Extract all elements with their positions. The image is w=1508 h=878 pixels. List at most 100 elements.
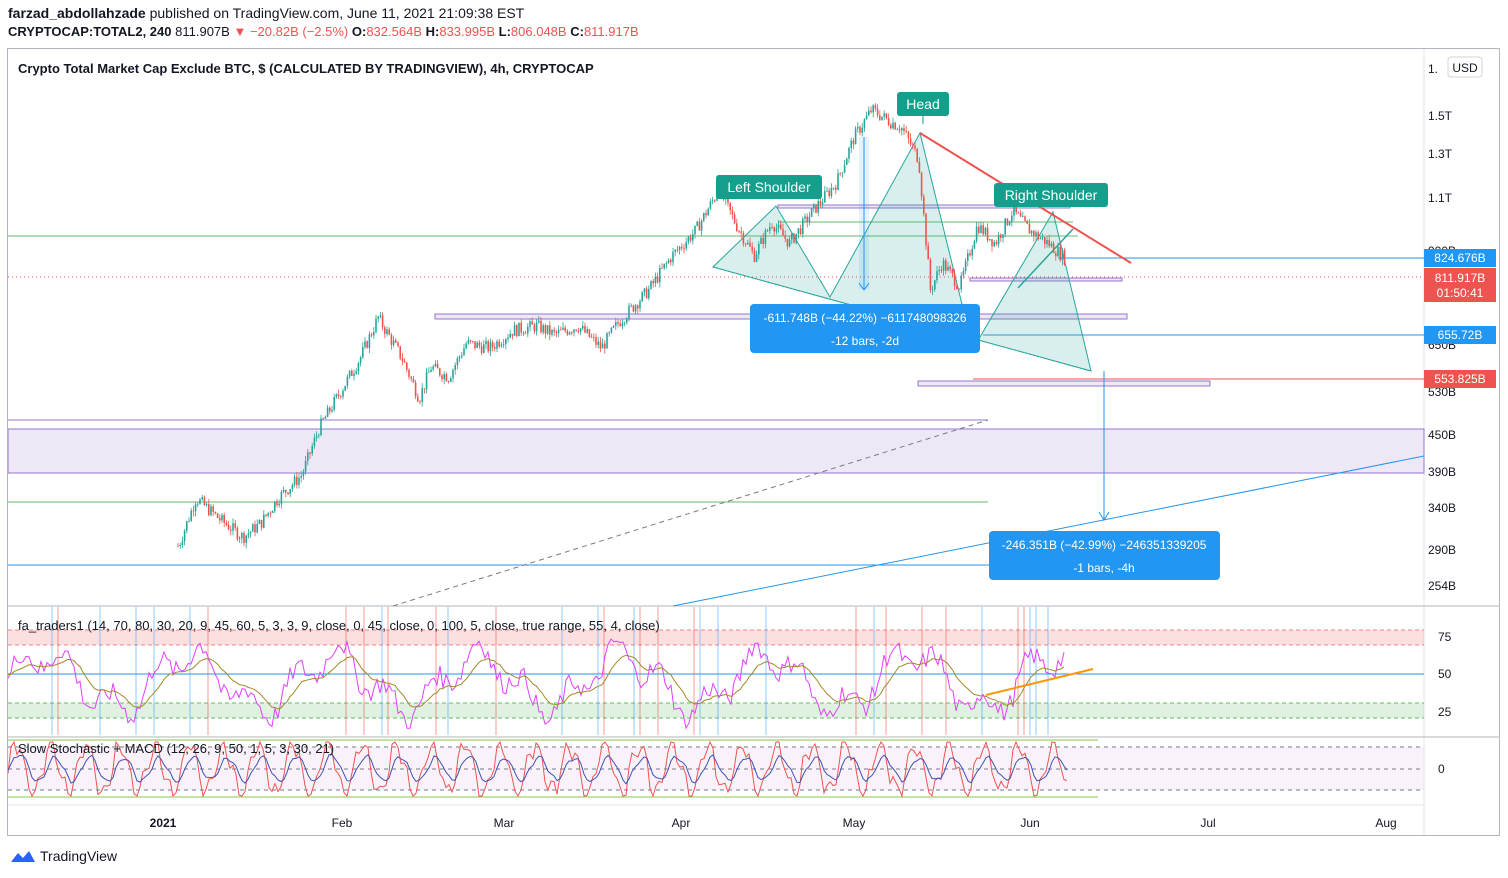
- candle-body: [263, 514, 265, 528]
- candle-body: [606, 333, 608, 349]
- price-label-text: 553.825B: [1434, 372, 1485, 386]
- candle-body: [830, 187, 833, 197]
- candle-body: [914, 145, 916, 149]
- candle-body: [276, 501, 278, 506]
- time-label: Jun: [1020, 816, 1039, 830]
- candle-body: [1011, 215, 1013, 222]
- candle-body: [771, 227, 773, 228]
- candle-body: [1015, 206, 1017, 213]
- price-candles[interactable]: [177, 103, 1066, 549]
- candle-body: [694, 225, 696, 235]
- author-name[interactable]: farzad_abdollahzade: [8, 5, 146, 21]
- candle-body: [529, 321, 531, 327]
- candle-body: [753, 250, 756, 262]
- chart-frame[interactable]: Head Left Shoulder Right Shoulder -611.7…: [7, 48, 1500, 836]
- dashed-trendline[interactable]: [392, 419, 989, 607]
- candle-body: [216, 513, 219, 518]
- ind1-title[interactable]: fa_traders1 (14, 70, 80, 30, 20, 9, 45, …: [18, 618, 660, 633]
- tradingview-logo-icon: [11, 851, 35, 862]
- ind2-tick: 0: [1438, 762, 1445, 776]
- candle-body: [331, 409, 333, 412]
- candle-body: [929, 259, 932, 291]
- candle-body: [278, 503, 280, 506]
- hs-pattern[interactable]: [712, 131, 1092, 372]
- candle-body: [447, 381, 450, 383]
- head-label[interactable]: Head: [897, 92, 949, 124]
- resistance-zone-2[interactable]: [917, 380, 1211, 387]
- candle-body: [975, 226, 978, 242]
- candle-body: [562, 327, 564, 330]
- candle-body: [322, 418, 324, 420]
- candle-body: [232, 523, 234, 531]
- candle-body: [619, 323, 621, 326]
- price-label-553: 553.825B: [1424, 370, 1496, 388]
- measure-2-box[interactable]: -246.351B (−42.99%) −246351339205 -1 bar…: [989, 531, 1220, 580]
- candle-body: [546, 325, 549, 334]
- candle-body: [879, 115, 881, 120]
- candle-body: [260, 520, 263, 528]
- candle-body: [1006, 218, 1009, 225]
- candle-body: [390, 334, 393, 345]
- candle-body: [513, 325, 516, 336]
- candle-body: [302, 471, 305, 477]
- ind2-title[interactable]: Slow Stochastic + MACD (12, 26, 9, 50, 1…: [18, 741, 334, 756]
- right-shoulder-label[interactable]: Right Shoulder: [994, 183, 1108, 207]
- left-shoulder-label[interactable]: Left Shoulder: [716, 175, 822, 199]
- candle-body: [967, 253, 969, 261]
- candle-body: [335, 394, 338, 397]
- candle-body: [1030, 230, 1033, 234]
- candle-body: [498, 341, 500, 347]
- candle-body: [931, 289, 934, 291]
- symbol-name: CRYPTOCAP:TOTAL2, 240: [8, 24, 172, 39]
- currency-button[interactable]: USD: [1447, 56, 1483, 78]
- right-shoulder-trend[interactable]: [1017, 228, 1074, 289]
- chart-svg[interactable]: Head Left Shoulder Right Shoulder -611.7…: [8, 49, 1499, 835]
- ind1-tick: 50: [1438, 667, 1452, 681]
- candle-body: [920, 172, 923, 197]
- candle-body: [524, 333, 527, 335]
- candle-body: [993, 241, 995, 247]
- candle-body: [203, 497, 206, 505]
- footer[interactable]: TradingView: [10, 848, 117, 864]
- candle-body: [940, 269, 943, 271]
- candle-body: [406, 362, 408, 370]
- candle-body: [854, 128, 857, 145]
- support-zone[interactable]: [8, 428, 1425, 474]
- candle-body: [887, 118, 890, 125]
- candle-body: [205, 503, 208, 505]
- candle-body: [670, 259, 672, 263]
- candle-body: [595, 337, 597, 345]
- candle-body: [254, 524, 256, 533]
- candle-body: [238, 538, 241, 540]
- candle-body: [843, 164, 846, 173]
- candle-body: [621, 323, 624, 326]
- candle-body: [628, 305, 630, 319]
- candle-body: [953, 273, 956, 287]
- candle-body: [775, 227, 778, 232]
- measure-1-box[interactable]: -611.748B (−44.22%) −611748098326 -12 ba…: [750, 304, 980, 353]
- candle-body: [496, 341, 498, 349]
- candle-body: [925, 213, 927, 246]
- candle-body: [219, 517, 221, 521]
- candle-body: [804, 216, 806, 219]
- candle-body: [538, 320, 540, 323]
- candle-body: [285, 489, 287, 493]
- candle-body: [705, 213, 707, 216]
- candle-body: [194, 504, 197, 512]
- neck-zone-low[interactable]: [969, 277, 1123, 282]
- candle-body: [782, 228, 784, 236]
- candle-body: [373, 332, 375, 336]
- candle-body: [643, 288, 646, 293]
- candle-body: [652, 281, 654, 284]
- candle-body: [377, 316, 379, 319]
- candle-body: [707, 208, 709, 216]
- candle-body: [632, 305, 635, 312]
- time-axis[interactable]: 2021 Feb Mar Apr May Jun Jul Aug: [150, 816, 1397, 830]
- ind1-trendline[interactable]: [985, 668, 1094, 696]
- price-tick: 530B: [1428, 385, 1456, 399]
- candle-body: [714, 200, 716, 202]
- candle-body: [824, 191, 826, 203]
- candle-body: [793, 233, 795, 243]
- candle-body: [769, 227, 771, 231]
- candle-body: [227, 524, 230, 530]
